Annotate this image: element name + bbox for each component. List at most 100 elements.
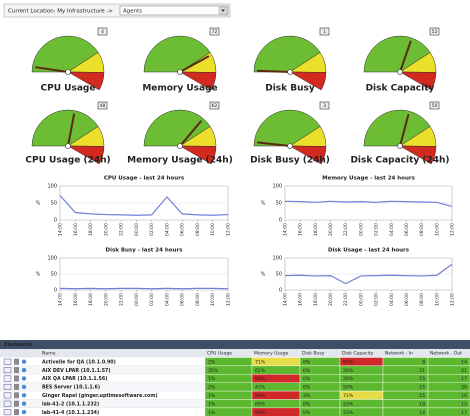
y-tick-label: 100 [47, 184, 57, 190]
x-tick-label: 22:00 [343, 293, 349, 306]
x-tick-label: 14:00 [283, 293, 289, 306]
cell-value: 15 [419, 376, 425, 382]
element-name[interactable]: Activelle for QA (10.1.0.90) [42, 359, 116, 365]
gauge-label: CPU Usage (24h) [25, 156, 110, 166]
gauge-needle [67, 113, 76, 147]
element-name[interactable]: lab-41-2 (10.1.1.232) [42, 401, 99, 407]
y-tick-label: 50 [276, 272, 282, 278]
gauge-value-box [429, 101, 440, 110]
y-tick-label: 100 [47, 256, 57, 262]
row-icon-server[interactable] [14, 392, 19, 399]
gauge-value-box [319, 101, 330, 110]
row-icon-server[interactable] [14, 383, 19, 390]
column-header: Disk Capacity [342, 351, 374, 357]
gauge-label: Disk Busy [265, 84, 315, 94]
row-icon-graph[interactable] [3, 400, 12, 407]
status-cell [427, 407, 470, 416]
table-header-row [0, 349, 470, 357]
cell-value: 0% [303, 385, 311, 391]
y-tick-label: 50 [276, 201, 282, 207]
gauge-needle [35, 66, 69, 73]
row-icon-graph[interactable] [3, 409, 12, 416]
chart-title: Memory Usage - last 24 hours [322, 176, 415, 182]
x-tick-label: 06:00 [404, 223, 410, 236]
gauge-hub [397, 143, 403, 149]
x-tick-label: 12:00 [226, 223, 232, 236]
element-name[interactable]: BES Server (10.1.1.6) [42, 385, 100, 391]
gauge-hub [287, 143, 293, 149]
row-icon-server[interactable] [14, 409, 19, 416]
x-tick-label: 10:00 [210, 293, 216, 306]
row-icon-server[interactable] [14, 367, 19, 374]
gauge-label: Memory Usage [142, 84, 217, 94]
x-tick-label: 16:00 [73, 223, 79, 236]
cell-value: 23% [343, 410, 354, 416]
row-icon-server[interactable] [14, 400, 19, 407]
x-tick-label: 02:00 [374, 293, 380, 306]
x-tick-label: 04:00 [389, 293, 395, 306]
cell-value: 28 [461, 385, 467, 391]
x-tick-label: 10:00 [434, 223, 440, 236]
column-header: Network - Out [430, 351, 462, 357]
gauge-hub [287, 69, 293, 75]
x-tick-label: 02:00 [374, 223, 380, 236]
column-header: Disk Busy [302, 351, 325, 357]
gauge-needle [257, 141, 291, 147]
x-tick-label: 00:00 [358, 223, 364, 236]
x-tick-label: 20:00 [328, 293, 334, 306]
x-tick-label: 14:00 [58, 293, 64, 306]
x-tick-label: 22:00 [119, 223, 125, 236]
cell-value: 19 [419, 401, 425, 407]
row-icon-graph[interactable] [3, 383, 12, 390]
x-tick-label: 12:00 [450, 293, 456, 306]
gauge-value-box [319, 27, 330, 36]
row-icon-graph[interactable] [3, 375, 12, 382]
table-title-bar [0, 340, 470, 349]
gauge-band [179, 145, 217, 165]
x-tick-label: 08:00 [195, 223, 201, 236]
x-tick-label: 18:00 [313, 223, 319, 236]
location-label: Current Location: My Infrastructure -> [8, 9, 113, 15]
gauge-band [289, 71, 327, 91]
gauge-band [399, 145, 437, 165]
gauge-band [179, 71, 217, 91]
cell-value: 61% [255, 368, 266, 374]
row-icon-graph[interactable] [3, 358, 12, 365]
element-name[interactable]: AIX DEV LPAR (10.1.1.57) [42, 368, 111, 374]
cell-value: 0% [303, 368, 311, 374]
cell-value: 21 [461, 368, 467, 374]
location-select[interactable] [119, 5, 229, 16]
x-tick-label: 00:00 [134, 293, 140, 306]
gauge-label: Disk Capacity (24h) [350, 156, 449, 166]
element-name[interactable]: AIX QA LPAR (10.1.1.56) [42, 376, 107, 382]
y-tick-label: 0 [54, 288, 57, 294]
x-tick-label: 04:00 [164, 293, 170, 306]
column-header: CPU Usage [207, 351, 232, 357]
gauge-band [289, 145, 327, 165]
row-icon-server[interactable] [14, 375, 19, 382]
gauge-value-box [97, 101, 108, 110]
x-tick-label: 08:00 [195, 293, 201, 306]
x-tick-label: 10:00 [210, 223, 216, 236]
element-name[interactable]: lab-41-4 (10.1.1.234) [42, 410, 99, 416]
gauge-value: 4 [101, 29, 104, 35]
x-tick-label: 08:00 [419, 223, 425, 236]
cell-value: 71% [343, 393, 354, 399]
x-tick-label: 18:00 [313, 293, 319, 306]
row-icon-graph[interactable] [3, 392, 12, 399]
cell-value: 23% [343, 401, 354, 407]
cell-value: 43% [255, 385, 266, 391]
cell-value: 1% [208, 401, 216, 407]
row-icon-graph[interactable] [3, 367, 12, 374]
dropdown-arrow [221, 9, 225, 12]
x-tick-label: 12:00 [226, 293, 232, 306]
cell-value: 26% [343, 368, 354, 374]
row-icon-server[interactable] [14, 358, 19, 365]
cell-value: 15 [461, 401, 467, 407]
x-tick-label: 20:00 [328, 223, 334, 236]
element-name[interactable]: Ginger Rapel (ginger.uptimesoftware.com) [42, 393, 158, 399]
cell-value: 0% [303, 410, 311, 416]
cell-value: 71% [255, 359, 266, 365]
chart-title: CPU Usage - last 24 hours [104, 176, 185, 182]
